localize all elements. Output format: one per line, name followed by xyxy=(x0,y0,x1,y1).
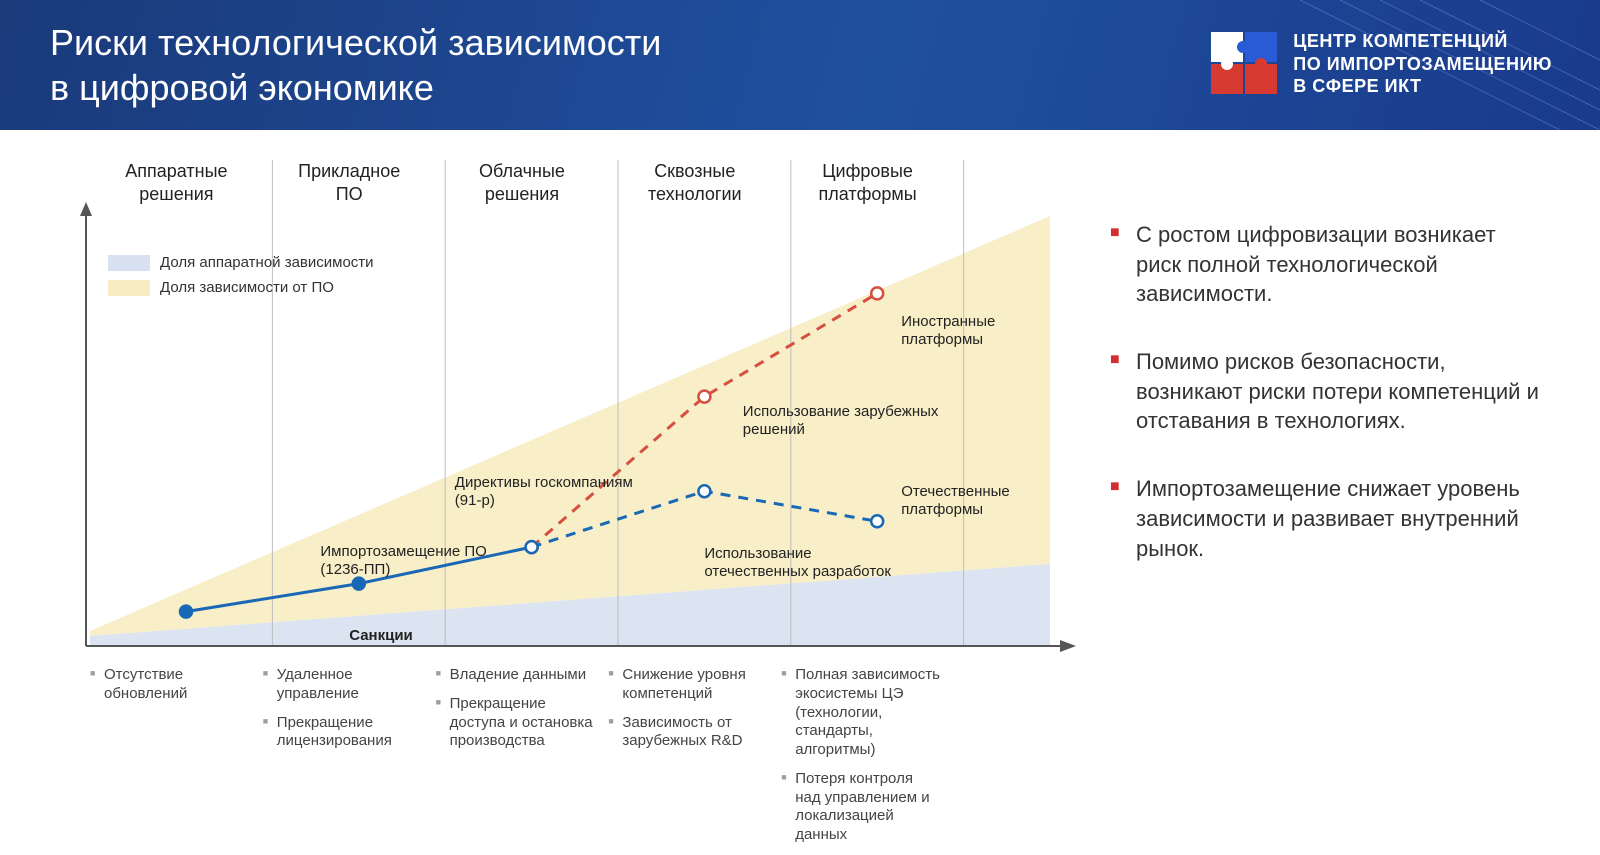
series-dash-red-marker xyxy=(698,391,710,403)
legend-item: Доля зависимости от ПО xyxy=(108,279,374,296)
series-solid-blue-marker xyxy=(180,606,192,618)
brand-logo: ЦЕНТР КОМПЕТЕНЦИЙ ПО ИМПОРТОЗАМЕЩЕНИЮ В … xyxy=(1209,30,1552,98)
brand-text: ЦЕНТР КОМПЕТЕНЦИЙ ПО ИМПОРТОЗАМЕЩЕНИЮ В … xyxy=(1293,30,1552,98)
content: АппаратныерешенияПрикладноеПООблачныереш… xyxy=(0,130,1600,848)
column-header: Цифровыеплатформы xyxy=(781,160,954,205)
risk-item: Потеря контроля над управлением и локали… xyxy=(781,770,942,845)
y-axis xyxy=(72,200,92,650)
risk-column: Полная зависимость экосистемы ЦЭ (технол… xyxy=(781,666,954,855)
puzzle-icon xyxy=(1209,30,1279,98)
column-header: Аппаратныерешения xyxy=(90,160,263,205)
summary-bullets: С ростом цифровизации возникает риск пол… xyxy=(1110,220,1540,563)
side-panel: С ростом цифровизации возникает риск пол… xyxy=(1080,130,1600,848)
risk-column: Удаленное управление Прекращение лицензир… xyxy=(263,666,436,855)
column-headers: АппаратныерешенияПрикладноеПООблачныереш… xyxy=(90,160,1050,205)
page-title: Риски технологической зависимости в цифр… xyxy=(50,20,661,110)
risk-item: Снижение уровня компетенций xyxy=(608,666,769,704)
chart-panel: АппаратныерешенияПрикладноеПООблачныереш… xyxy=(0,130,1080,848)
series-dash-blue-marker xyxy=(526,541,538,553)
summary-bullet: Импортозамещение снижает уровень зависим… xyxy=(1110,474,1540,563)
legend-swatch xyxy=(108,255,150,271)
column-header: Сквозныетехнологии xyxy=(608,160,781,205)
chart-annotation: Санкции xyxy=(349,627,413,645)
legend: Доля аппаратной зависимости Доля зависимо… xyxy=(108,254,374,304)
legend-item: Доля аппаратной зависимости xyxy=(108,254,374,271)
risk-item: Прекращение лицензирования xyxy=(263,714,424,752)
column-header: Облачныерешения xyxy=(436,160,609,205)
chart-annotation: Отечественныеплатформы xyxy=(901,483,1010,519)
chart-area: АппаратныерешенияПрикладноеПООблачныереш… xyxy=(50,150,1050,820)
series-dash-red-marker xyxy=(871,287,883,299)
x-axis xyxy=(86,640,1076,660)
risk-item: Зависимость от зарубежных R&D xyxy=(608,714,769,752)
legend-label: Доля зависимости от ПО xyxy=(160,279,334,296)
title-line2: в цифровой экономике xyxy=(50,67,434,108)
chart-annotation: Иностранныеплатформы xyxy=(901,313,995,349)
chart-annotation: Использование зарубежныхрешений xyxy=(743,403,939,439)
title-line1: Риски технологической зависимости xyxy=(50,22,661,63)
risk-column: Снижение уровня компетенций Зависимость о… xyxy=(608,666,781,855)
risk-item: Владение данными xyxy=(436,666,597,685)
chart-annotation: Директивы госкомпаниям(91-р) xyxy=(455,474,633,510)
legend-label: Доля аппаратной зависимости xyxy=(160,254,374,271)
summary-bullet: Помимо рисков безопасности, возникают ри… xyxy=(1110,347,1540,436)
chart-annotation: Использованиеотечественных разработок xyxy=(704,545,891,581)
series-solid-blue-marker xyxy=(353,578,365,590)
column-header: ПрикладноеПО xyxy=(263,160,436,205)
risk-item: Удаленное управление xyxy=(263,666,424,704)
legend-swatch xyxy=(108,280,150,296)
risk-column: Отсутствие обновлений xyxy=(90,666,263,855)
series-dash-blue-marker xyxy=(698,485,710,497)
risk-item: Прекращение доступа и остановка производ… xyxy=(436,695,597,751)
risk-item: Отсутствие обновлений xyxy=(90,666,251,704)
chart-annotation: Импортозамещение ПО(1236-ПП) xyxy=(320,543,486,579)
series-dash-blue-marker xyxy=(871,515,883,527)
risk-item: Полная зависимость экосистемы ЦЭ (технол… xyxy=(781,666,942,760)
header: Риски технологической зависимости в цифр… xyxy=(0,0,1600,130)
risk-column: Владение данными Прекращение доступа и ос… xyxy=(436,666,609,855)
risk-columns: Отсутствие обновлений Удаленное управлени… xyxy=(90,666,1050,855)
summary-bullet: С ростом цифровизации возникает риск пол… xyxy=(1110,220,1540,309)
